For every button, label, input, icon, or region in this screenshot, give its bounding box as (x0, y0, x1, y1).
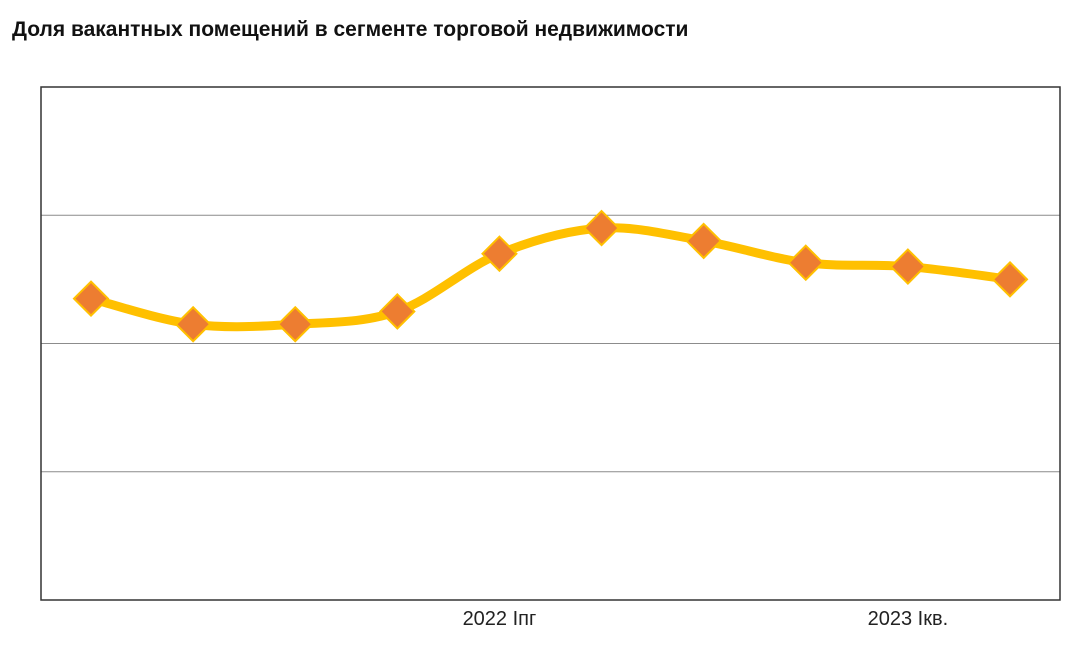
gridlines (41, 214, 1060, 473)
chart-title: Доля вакантных помещений в сегменте торг… (12, 18, 689, 41)
data-point-5 (481, 235, 518, 273)
data-point-2 (174, 305, 212, 343)
data-point-1 (72, 280, 110, 318)
x-tick-label: 2022 Iпг (463, 608, 537, 630)
data-point-10 (991, 260, 1029, 298)
series-line-path (86, 223, 1015, 332)
data-point-7 (685, 222, 723, 260)
series-line (86, 223, 1015, 332)
data-point-8 (787, 244, 825, 282)
series-markers (72, 209, 1029, 343)
plot-area-border (40, 86, 1061, 601)
data-point-9 (889, 248, 927, 285)
data-point-3 (276, 305, 314, 343)
x-axis-tick-labels: 2022 Iпг 2023 Iкв. (463, 608, 949, 630)
data-point-4 (378, 293, 416, 330)
x-tick-label: 2023 Iкв. (868, 608, 949, 630)
data-point-6 (583, 209, 620, 247)
